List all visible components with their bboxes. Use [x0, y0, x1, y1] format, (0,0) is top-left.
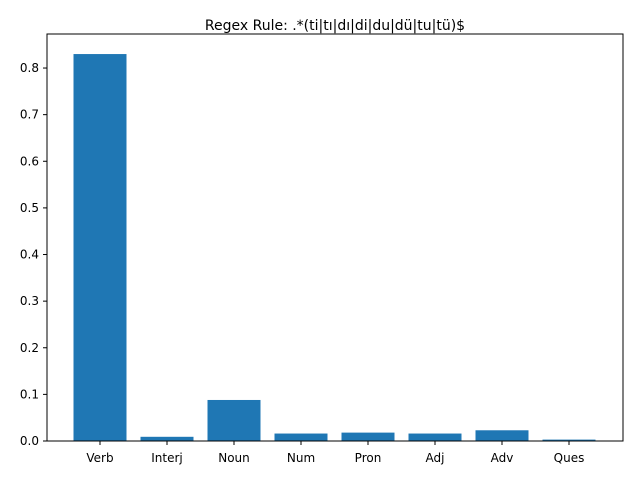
y-tick-label: 0.1: [20, 387, 39, 401]
bar-ques: [542, 439, 596, 441]
bar-interj: [140, 436, 194, 441]
bar-adj: [408, 433, 462, 441]
x-tick-label: Noun: [218, 451, 250, 465]
y-tick-label: 0.3: [20, 294, 39, 308]
x-tick-label: Interj: [151, 451, 183, 465]
x-tick-label: Verb: [86, 451, 113, 465]
axes-layer: [46, 33, 624, 442]
plot-frame: [46, 33, 624, 442]
x-tick-label: Num: [287, 451, 315, 465]
x-tick-label: Ques: [554, 451, 585, 465]
y-tick-label: 0.6: [20, 154, 39, 168]
x-tick-label: Adj: [426, 451, 445, 465]
y-tick-label: 0.4: [20, 248, 39, 262]
y-tick-label: 0.8: [20, 61, 39, 75]
chart-title: Regex Rule: .*(ti|tı|dı|di|du|dü|tu|tü)$: [205, 18, 465, 34]
y-tick-label: 0.7: [20, 108, 39, 122]
y-tick-label: 0.0: [20, 434, 39, 448]
bar-noun: [207, 399, 261, 441]
y-tick-label: 0.2: [20, 341, 39, 355]
y-tick-label: 0.5: [20, 201, 39, 215]
x-axis-ticks: Verb Interj Noun Num Pron Adj Adv Ques: [86, 441, 584, 465]
x-tick-label: Pron: [355, 451, 382, 465]
x-tick-label: Adv: [491, 451, 514, 465]
bar-verb: [73, 54, 127, 442]
bar-pron: [341, 432, 395, 441]
bars-layer: [73, 54, 596, 442]
y-axis-ticks: 0.0 0.1 0.2 0.3 0.4 0.5 0.6 0.7 0.8: [20, 61, 47, 448]
plot-area: [47, 34, 623, 441]
bar-adv: [475, 430, 529, 441]
bar-num: [274, 433, 328, 441]
